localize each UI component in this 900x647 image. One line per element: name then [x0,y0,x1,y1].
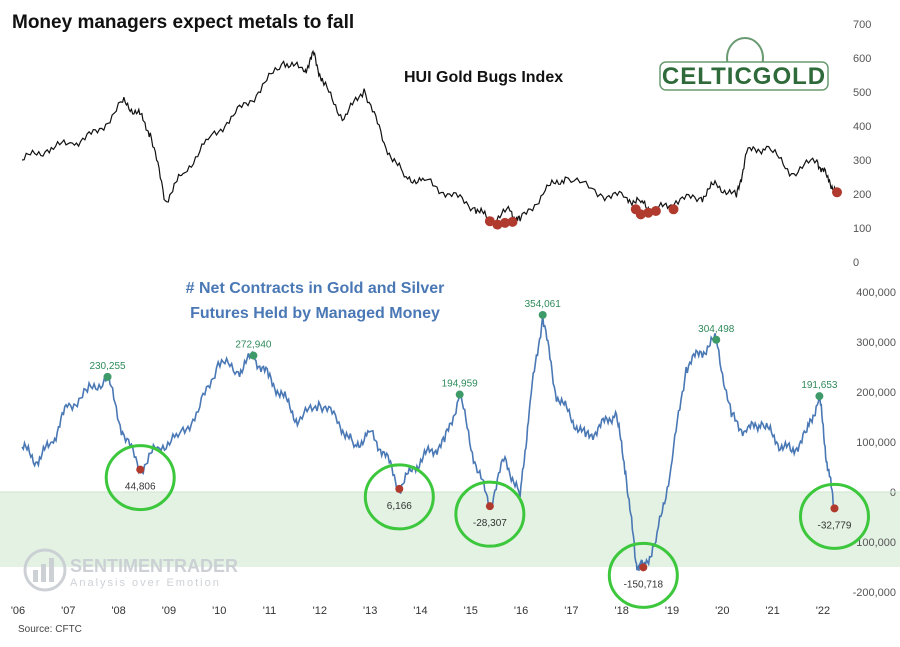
hui-y-tick: 300 [853,155,871,167]
low-label: -28,307 [473,518,507,529]
x-tick: '19 [665,605,679,617]
net-y-axis: 400,000 300,000 200,000 100,000 0 -100,000 -20… [853,287,896,599]
hui-y-tick: 500 [853,87,871,99]
x-tick: '15 [464,605,478,617]
high-label: 230,255 [89,361,126,372]
hui-highlight-point [507,216,518,227]
high-label: 194,959 [442,379,479,390]
x-tick: '07 [61,605,75,617]
hui-y-tick: 600 [853,53,871,65]
x-tick: '09 [162,605,176,617]
x-tick: '18 [615,605,629,617]
low-marker [136,465,145,474]
low-label: 44,806 [125,482,156,493]
low-label: -150,718 [624,579,664,590]
high-marker [538,310,547,319]
high-marker [103,372,112,381]
net-y-tick: -200,000 [853,587,896,599]
net-y-tick: -100,000 [853,537,896,549]
x-tick: '08 [111,605,125,617]
x-tick: '16 [514,605,528,617]
high-label: 354,061 [525,299,562,310]
celticgold-logo: CELTICGOLD [659,37,829,91]
hui-highlight-point [643,207,654,218]
net-chart-title-line2: Futures Held by Managed Money [190,305,440,322]
low-highlight-ring [363,463,435,531]
hui-y-axis: 700 600 500 400 300 200 100 0 [853,19,871,269]
high-marker [712,335,721,344]
low-highlight-ring [607,541,679,609]
negative-zone-band [0,492,900,567]
hui-highlight-point [499,217,510,228]
x-tick: '12 [313,605,327,617]
hui-chart-title: HUI Gold Bugs Index [404,69,563,86]
sentimentrader-watermark: SENTIMENTRADER Analysis over Emotion [23,548,238,592]
high-marker [455,390,464,399]
x-tick: '20 [715,605,729,617]
net-y-tick: 0 [890,487,896,499]
high-label: 191,653 [801,380,838,391]
hui-highlight-point [650,206,661,216]
source-note: Source: CFTC [18,624,82,635]
x-tick: '06 [11,605,25,617]
hui-y-tick: 100 [853,223,871,235]
watermark-title: SENTIMENTRADER [70,556,238,576]
low-marker [830,504,839,513]
low-marker [639,563,648,572]
net-y-tick: 100,000 [856,437,896,449]
page-title: Money managers expect metals to fall [12,12,354,33]
low-label: 6,166 [387,501,412,512]
high-marker [249,351,258,360]
hui-highlight-point [668,204,679,215]
hui-highlight-point [484,216,495,227]
hui-y-tick: 0 [853,257,859,269]
low-highlight-ring [454,480,526,548]
net-y-tick: 300,000 [856,337,896,349]
net-chart-title-line1: # Net Contracts in Gold and Silver [186,280,445,297]
x-tick: '13 [363,605,377,617]
hui-highlight-points [484,187,842,230]
low-highlight-ring [104,444,176,512]
x-tick: '21 [765,605,779,617]
watermark-icon [23,548,67,592]
low-label: -32,779 [818,520,852,531]
net-annotations: 230,255 272,940 194,959 354,061 304,498 191,6… [89,299,870,609]
x-tick: '11 [263,605,277,617]
high-label: 272,940 [235,340,272,351]
x-axis: '06 '07 '08 '09 '10 '11 '12 '13 '14 '15 '16 '17 '18 '… [11,605,830,617]
x-tick: '10 [212,605,226,617]
low-marker [485,502,494,511]
hui-y-tick: 200 [853,189,871,201]
x-tick: '17 [564,605,578,617]
logo-text: CELTICGOLD [662,63,826,90]
hui-highlight-point [492,219,503,230]
net-y-tick: 400,000 [856,287,896,299]
hui-y-tick: 700 [853,19,871,31]
low-highlight-ring [798,482,870,550]
hui-highlight-point [635,209,646,220]
hui-highlight-point [832,187,842,198]
high-label: 304,498 [698,324,735,335]
hui-y-tick: 400 [853,121,871,133]
x-tick: '22 [816,605,830,617]
x-tick: '14 [413,605,427,617]
net-y-tick: 200,000 [856,387,896,399]
watermark-subtitle: Analysis over Emotion [70,577,221,589]
high-marker [815,392,824,401]
hui-series-line [21,49,838,227]
low-marker [395,484,404,493]
